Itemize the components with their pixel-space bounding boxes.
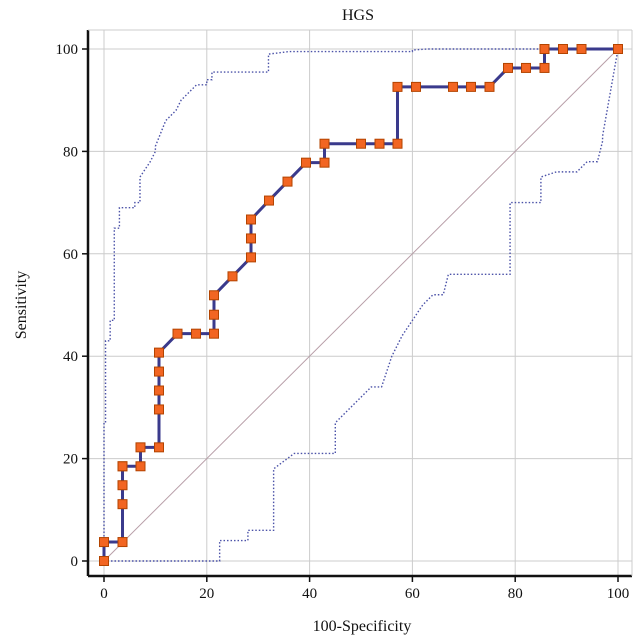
roc-point — [227, 271, 238, 282]
roc-point — [246, 252, 257, 263]
roc-point — [117, 537, 128, 548]
roc-markers — [99, 44, 623, 566]
roc-point — [117, 461, 128, 472]
roc-point — [208, 309, 219, 320]
roc-point — [576, 44, 587, 54]
lower-ci-line — [104, 48, 619, 562]
roc-point — [392, 81, 403, 92]
roc-point — [465, 81, 476, 92]
roc-point — [135, 442, 146, 453]
roc-point — [558, 44, 569, 54]
roc-point — [117, 480, 128, 491]
axes-frame — [86, 29, 633, 578]
roc-point — [613, 44, 623, 54]
roc-point — [208, 328, 219, 339]
roc-point — [356, 138, 366, 149]
y-tick-label: 0 — [71, 554, 79, 570]
roc-point — [520, 62, 531, 73]
roc-point — [410, 81, 421, 92]
y-tick-label: 60 — [63, 247, 78, 263]
y-tick-label: 80 — [63, 144, 78, 160]
roc-point — [135, 461, 146, 472]
x-tick-label: 100 — [607, 586, 630, 602]
x-tick-label: 80 — [508, 586, 523, 602]
roc-point — [172, 328, 183, 339]
x-tick-label: 60 — [405, 586, 420, 602]
roc-point — [319, 138, 330, 149]
roc-point — [392, 138, 403, 149]
x-tick-label: 40 — [302, 586, 317, 602]
roc-point — [117, 499, 128, 510]
roc-point — [319, 157, 330, 168]
roc-point — [99, 556, 109, 566]
gridlines — [88, 30, 632, 576]
roc-point — [374, 138, 385, 149]
y-tick-label: 40 — [63, 349, 78, 365]
upper-ci-line — [103, 48, 618, 561]
roc-point — [153, 442, 164, 453]
chart-title: HGS — [342, 7, 374, 24]
roc-point — [539, 44, 550, 54]
roc-point — [208, 290, 219, 301]
y-tick-label: 100 — [56, 42, 79, 58]
roc-point — [99, 537, 109, 548]
roc-point — [539, 62, 550, 73]
y-tick-labels: 0 20 40 60 80 100 — [56, 42, 88, 570]
reference-diagonal-line — [103, 48, 619, 562]
roc-point — [191, 328, 202, 339]
roc-point — [153, 385, 164, 396]
x-tick-label: 20 — [199, 586, 214, 602]
x-tick-label: 0 — [100, 586, 108, 602]
roc-point — [153, 366, 164, 377]
roc-point — [263, 195, 274, 206]
roc-point — [448, 81, 459, 92]
roc-point — [246, 214, 257, 225]
roc-point — [282, 176, 293, 187]
roc-point — [246, 233, 257, 244]
roc-point — [484, 81, 495, 92]
y-tick-label: 20 — [63, 452, 78, 468]
roc-point — [503, 62, 514, 73]
x-axis-title: 100-Specificity — [313, 618, 412, 635]
roc-point — [153, 347, 164, 358]
x-tick-labels: 0 20 40 60 80 100 — [100, 576, 629, 602]
roc-point — [153, 404, 164, 415]
y-axis-title: Sensitivity — [13, 271, 30, 339]
roc-point — [301, 157, 312, 168]
